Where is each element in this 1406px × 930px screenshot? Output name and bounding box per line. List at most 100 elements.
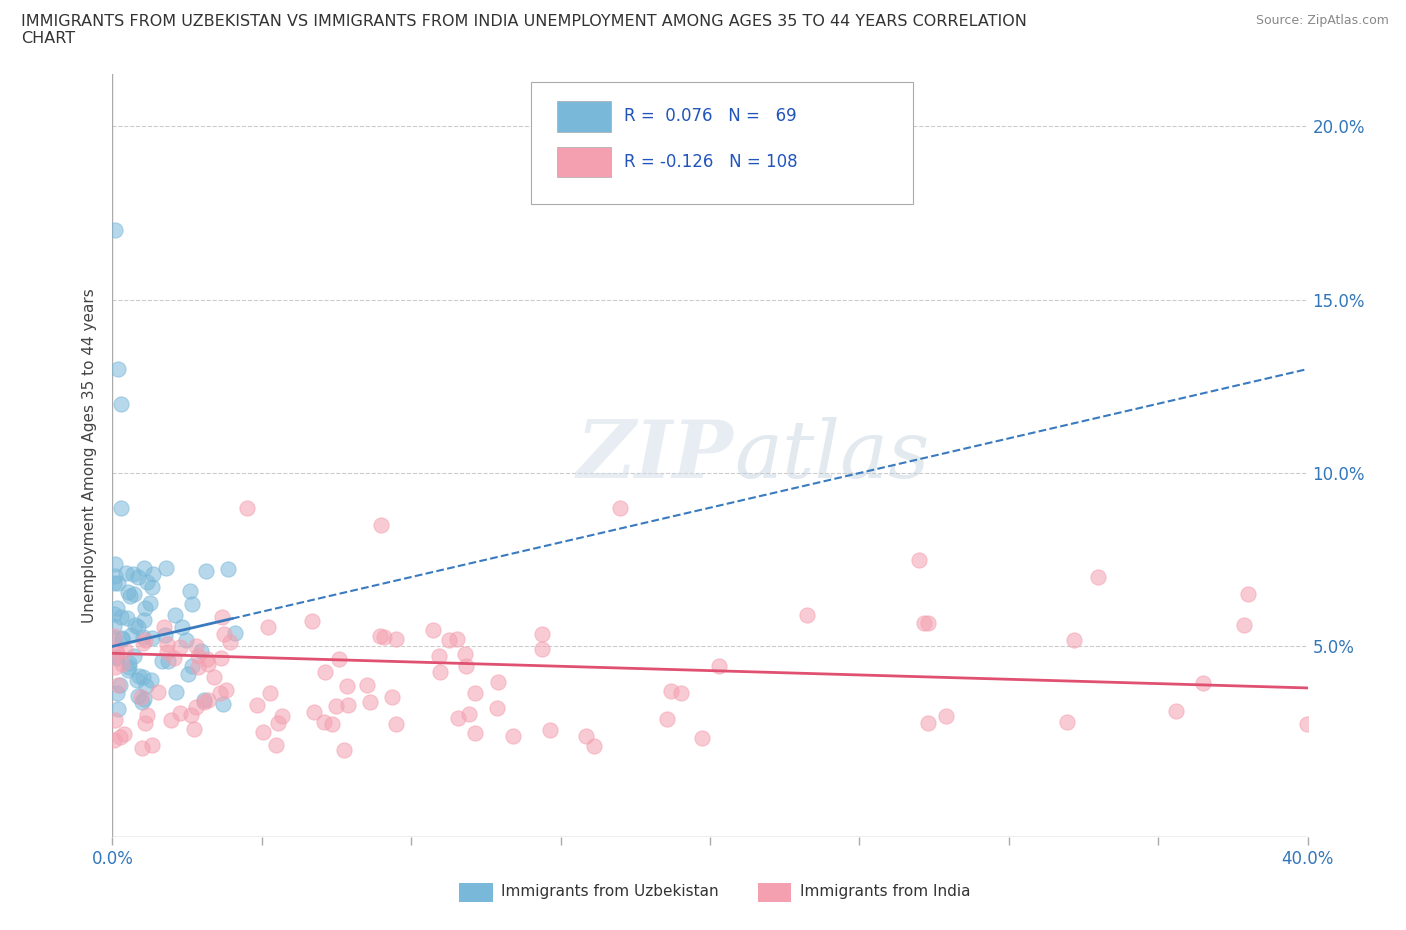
Point [328,651,350,666]
Point [259,685,281,700]
Point [1192,675,1215,690]
Point [190,644,212,658]
Point [110,631,132,646]
Point [337,698,360,712]
Point [103,733,125,748]
Point [193,693,215,708]
Point [177,667,200,682]
Point [115,610,138,625]
Point [325,699,347,714]
Point [370,518,392,533]
Point [120,628,142,643]
Point [108,678,131,693]
Point [120,589,142,604]
Point [356,677,378,692]
Point [464,725,486,740]
Point [105,651,128,666]
Point [134,601,156,616]
Point [132,630,155,644]
Point [134,612,156,627]
Point [141,579,163,594]
Point [935,709,957,724]
Point [197,651,219,666]
Point [359,695,381,710]
Point [218,635,240,650]
Point [796,607,818,622]
FancyBboxPatch shape [557,147,610,178]
Point [118,659,141,674]
Point [157,653,180,668]
Point [125,673,148,688]
Point [104,712,127,727]
Point [246,698,269,712]
Point [187,660,209,675]
Point [456,658,478,673]
Point [131,740,153,755]
Point [110,609,132,624]
Text: atlas: atlas [734,417,929,495]
Point [183,722,205,737]
Point [111,657,134,671]
Point [368,629,391,644]
Point [502,728,524,743]
Point [1296,717,1319,732]
Point [236,500,259,515]
Point [485,700,508,715]
FancyBboxPatch shape [458,883,492,902]
Point [146,684,169,699]
Point [132,692,155,707]
Point [114,643,136,658]
Point [128,669,150,684]
Point [214,626,236,641]
Point [118,656,141,671]
Point [121,566,143,581]
Point [304,705,326,720]
Point [155,560,177,575]
Point [197,657,219,671]
Point [103,576,125,591]
Point [132,636,155,651]
Point [134,716,156,731]
Point [458,707,481,722]
Point [131,690,153,705]
Point [197,693,219,708]
Point [267,716,290,731]
Point [127,570,149,585]
Point [131,670,153,684]
Point [141,631,163,645]
Point [160,712,183,727]
Point [134,679,156,694]
Point [110,500,132,515]
Point [202,670,225,684]
Point [136,708,159,723]
Point [127,619,149,634]
Point [156,644,179,659]
Point [912,616,935,631]
Point [110,396,132,411]
Point [422,623,444,638]
Point [209,650,232,665]
Point [385,632,408,647]
Point [139,673,162,688]
Point [187,648,209,663]
Text: Source: ZipAtlas.com: Source: ZipAtlas.com [1256,14,1389,27]
Point [657,711,679,726]
Point [186,700,208,715]
Point [104,223,127,238]
Point [103,631,125,645]
Point [170,619,193,634]
Point [212,697,235,711]
Point [103,618,125,633]
Point [103,629,125,644]
Point [165,684,187,699]
Point [131,695,153,710]
Point [385,717,408,732]
Point [153,619,176,634]
Point [117,585,139,600]
Point [217,562,239,577]
Point [215,683,238,698]
Point [105,686,128,701]
Point [1087,569,1109,584]
Point [107,362,129,377]
Point [111,631,134,645]
